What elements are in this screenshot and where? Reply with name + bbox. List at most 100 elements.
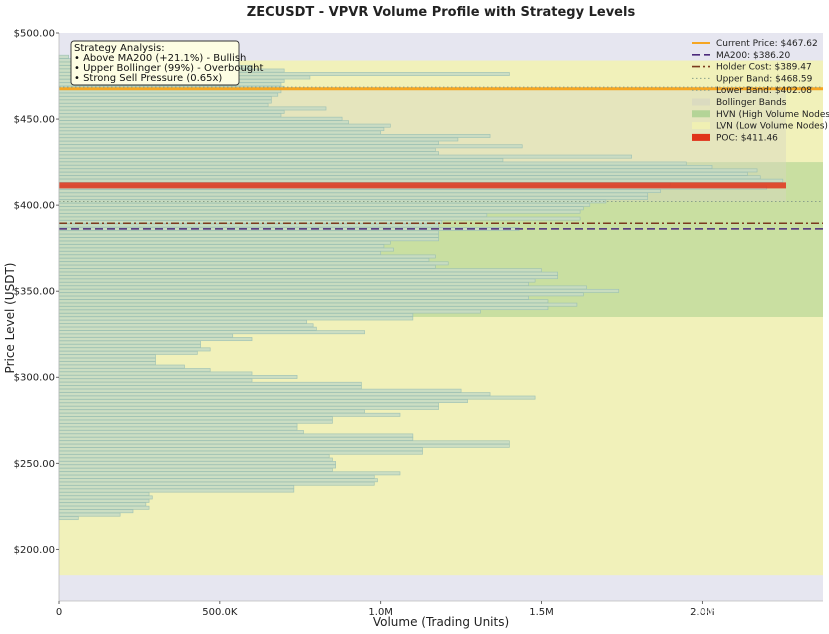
- volume-bar: [58, 457, 333, 462]
- volume-bar: [58, 433, 414, 438]
- volume-bar: [58, 116, 343, 121]
- x-tick-label: 1.0M: [368, 607, 393, 618]
- volume-bar: [58, 423, 298, 428]
- y-tick-label: $450.00: [14, 115, 55, 126]
- volume-bar: [58, 436, 414, 441]
- volume-bar: [58, 103, 269, 107]
- volume-bar: [58, 175, 761, 180]
- x-axis-label: Volume (Trading Units): [373, 615, 509, 629]
- volume-bar: [58, 237, 439, 242]
- volume-bar: [58, 405, 439, 410]
- volume-bar: [58, 275, 558, 280]
- volume-bar: [58, 412, 401, 417]
- volume-bar: [58, 240, 391, 245]
- volume-bar: [58, 189, 661, 193]
- volume-bar: [58, 481, 375, 486]
- volume-bar: [58, 350, 198, 355]
- volume-bar: [58, 498, 150, 503]
- volume-bar: [58, 516, 79, 521]
- volume-bar: [58, 309, 481, 314]
- axes: [58, 33, 823, 602]
- annotation-line: • Above MA200 (+21.1%) - Bullish: [74, 53, 246, 64]
- y-axis-ticks: $200.00 $250.00 $300.00 $350.00 $400.00 $450.…: [14, 29, 59, 556]
- volume-bar: [58, 330, 365, 335]
- volume-bar: [58, 313, 414, 317]
- volume-bar: [58, 106, 327, 111]
- volume-bar: [58, 474, 375, 479]
- volume-bar: [58, 151, 439, 156]
- legend-label: MA200: $386.20: [716, 51, 790, 61]
- y-axis-label: Price Level (USDT): [3, 263, 17, 374]
- volume-bar: [58, 244, 385, 249]
- volume-bar: [58, 292, 584, 297]
- volume-bar: [58, 247, 394, 252]
- x-tick-label: 500.0K: [202, 607, 238, 618]
- y-tick-label: $200.00: [14, 545, 55, 556]
- volume-bar: [58, 347, 211, 352]
- volume-bar: [58, 419, 333, 424]
- y-tick-label: $300.00: [14, 373, 55, 384]
- volume-bar: [58, 171, 748, 176]
- volume-bar: [58, 371, 253, 376]
- legend-label: Bollinger Bands: [716, 98, 787, 108]
- volume-bar: [58, 161, 687, 166]
- x-tick-label: 2.0M: [690, 607, 715, 618]
- volume-bar: [58, 485, 295, 490]
- volume-bar: [58, 271, 558, 276]
- volume-bar: [58, 254, 436, 259]
- volume-bar: [58, 144, 523, 149]
- volume-bar: [58, 464, 336, 469]
- volume-bar: [58, 206, 584, 211]
- volume-bar: [58, 233, 439, 238]
- volume-bar: [58, 158, 504, 163]
- annotation-line: • Upper Bollinger (99%) - Overbought: [74, 63, 264, 74]
- legend-label: Current Price: $467.62: [716, 39, 818, 49]
- x-tick-label: 1.5M: [529, 607, 554, 618]
- volume-bar: [58, 505, 150, 510]
- volume-bar: [58, 461, 336, 465]
- volume-bar: [58, 168, 758, 173]
- volume-bar: [58, 488, 295, 493]
- volume-bar: [58, 409, 365, 414]
- volume-bar: [58, 316, 414, 321]
- legend: Current Price: $467.62 MA200: $386.20 Hold…: [692, 39, 829, 143]
- volume-bar: [58, 140, 439, 145]
- volume-bar: [58, 195, 649, 200]
- poc-line: [59, 182, 787, 189]
- volume-bar: [58, 326, 317, 331]
- legend-label: LVN (Low Volume Nodes): [716, 122, 828, 132]
- volume-bar: [58, 443, 510, 448]
- volume-bar: [58, 344, 201, 348]
- volume-bar: [58, 113, 282, 118]
- volume-bar: [58, 278, 536, 283]
- volume-bar: [58, 251, 382, 255]
- volume-bar: [58, 268, 542, 273]
- volume-bar: [58, 388, 462, 393]
- y-tick-label: $400.00: [14, 201, 55, 212]
- volume-bar: [58, 492, 150, 496]
- volume-bar: [58, 230, 439, 235]
- volume-bar: [58, 123, 391, 128]
- volume-bar: [58, 192, 649, 197]
- legend-swatch: [692, 133, 710, 141]
- price-levels: [59, 86, 823, 230]
- volume-bar: [58, 299, 549, 304]
- volume-bar: [58, 450, 423, 455]
- volume-bar: [58, 147, 436, 152]
- volume-bar: [58, 361, 156, 366]
- volume-bar: [58, 337, 253, 342]
- watermark: @AI 看盘: [696, 601, 756, 618]
- volume-bar: [58, 54, 70, 59]
- volume-bar: [58, 447, 423, 452]
- volume-bar: [58, 402, 439, 407]
- volume-bar: [58, 512, 121, 517]
- volume-bar: [58, 92, 279, 97]
- volume-bar: [58, 306, 549, 311]
- x-tick-label: 0: [56, 607, 62, 618]
- volume-bar: [58, 395, 536, 400]
- legend-label: HVN (High Volume Nodes): [716, 110, 829, 120]
- volume-bar: [58, 202, 591, 207]
- annotation-box: [70, 40, 240, 86]
- volume-bar: [58, 354, 156, 359]
